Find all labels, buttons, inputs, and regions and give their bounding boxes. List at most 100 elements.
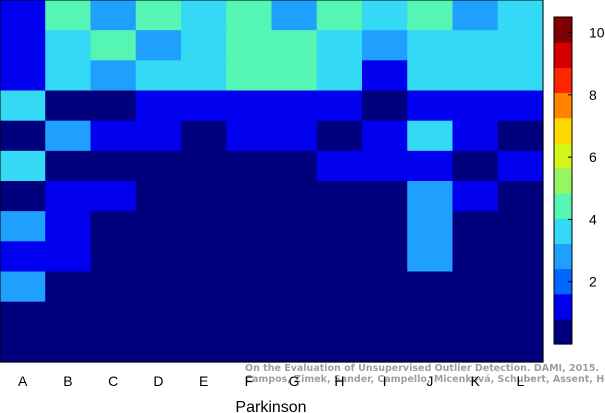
heatmap-cell [45,271,92,303]
heatmap-cell [497,301,544,333]
heatmap-cell [362,60,408,92]
heatmap-cell [497,150,544,182]
heatmap-cell [316,30,363,61]
heatmap-cell [45,241,92,273]
heatmap-cell [362,211,408,242]
heatmap-cell [452,331,499,363]
heatmap-cell [181,0,227,31]
heatmap-cell [407,211,454,242]
heatmap-cell [0,331,46,363]
heatmap-cell [452,241,499,273]
heatmap-cell [226,60,273,92]
heatmap-cell [407,331,454,363]
colorbar-segment [554,318,572,345]
x-tick-label: H [334,373,344,389]
heatmap-cell [362,30,408,61]
heatmap-cell [497,211,544,242]
heatmap-cell [45,331,92,363]
heatmap-cell [90,120,137,152]
heatmap-cell [362,120,408,152]
colorbar-segment [554,218,572,244]
heatmap-cell [452,211,499,242]
colorbar-tick-label: 8 [589,87,597,103]
heatmap-cell [181,301,227,333]
heatmap-cell [181,241,227,273]
colorbar-segment [554,67,572,94]
heatmap-cell [316,60,363,92]
colorbar-tick-label: 4 [589,211,597,227]
heatmap-cell [271,30,318,61]
heatmap-cell [0,181,46,212]
heatmap-cell [407,181,454,212]
heatmap-cell [362,271,408,303]
x-tick-label: L [516,373,524,389]
heatmap-cell [452,181,499,212]
heatmap-cell [407,271,454,303]
heatmap-cell [452,301,499,333]
heatmap-cell [226,181,273,212]
heatmap-cell [90,90,137,122]
colorbar-segment [554,167,572,194]
heatmap-cell [271,181,318,212]
heatmap-cell [316,90,363,122]
heatmap-cell [271,120,318,152]
heatmap-cell [135,120,182,152]
heatmap-cell [362,331,408,363]
heatmap-cell [407,241,454,273]
x-tick-label: A [18,373,28,389]
heatmap-cell [452,0,499,31]
heatmap-cell [316,301,363,333]
heatmap-cell [316,150,363,182]
heatmap-cell [316,271,363,303]
heatmap-cell [271,331,318,363]
heatmap-cell [271,211,318,242]
heatmap-cell [497,30,544,61]
heatmap-cell [90,150,137,182]
x-tick-label: F [245,373,254,389]
heatmap-cell [226,211,273,242]
colorbar-segment [554,42,572,68]
heatmap-cell [181,181,227,212]
heatmap-cell [452,150,499,182]
heatmap-cell [45,90,92,122]
heatmap-cell [135,150,182,182]
heatmap-cell [271,241,318,273]
heatmap-cell [181,271,227,303]
heatmap-cell [316,181,363,212]
heatmap-cell [316,211,363,242]
heatmap-cell [226,150,273,182]
heatmap-cell [316,120,363,152]
x-axis-label: Parkinson [235,399,306,413]
colorbar-segment [554,17,572,43]
heatmap-cell [407,150,454,182]
heatmap-cell [407,30,454,61]
heatmap-cell [135,60,182,92]
heatmap-cell [497,271,544,303]
heatmap-cell [135,211,182,242]
heatmap-cell [0,90,46,122]
heatmap-cell [497,60,544,92]
heatmap-cell [45,30,92,61]
heatmap-cell [226,301,273,333]
heatmap-cell [0,0,46,31]
heatmap-cell [90,241,137,273]
heatmap-cell [452,30,499,61]
heatmap-cell [362,301,408,333]
credit-line-2: Campos, Zimek, Sander, Campello, Micenko… [245,374,605,385]
heatmap-cell [362,90,408,122]
heatmap-cell [226,0,273,31]
heatmap-cell [135,301,182,333]
heatmap-cell [362,150,408,182]
heatmap-cell [316,241,363,273]
heatmap-cell [135,181,182,212]
colorbar-tick-label: 6 [589,149,597,165]
heatmap-cell [271,0,318,31]
x-tick-label: E [199,373,208,389]
heatmap-cell [90,181,137,212]
heatmap-cell [407,120,454,152]
heatmap-cell [407,301,454,333]
heatmap-cell [226,120,273,152]
heatmap-cell [362,0,408,31]
heatmap-cell [497,0,544,31]
heatmap-cell [452,60,499,92]
